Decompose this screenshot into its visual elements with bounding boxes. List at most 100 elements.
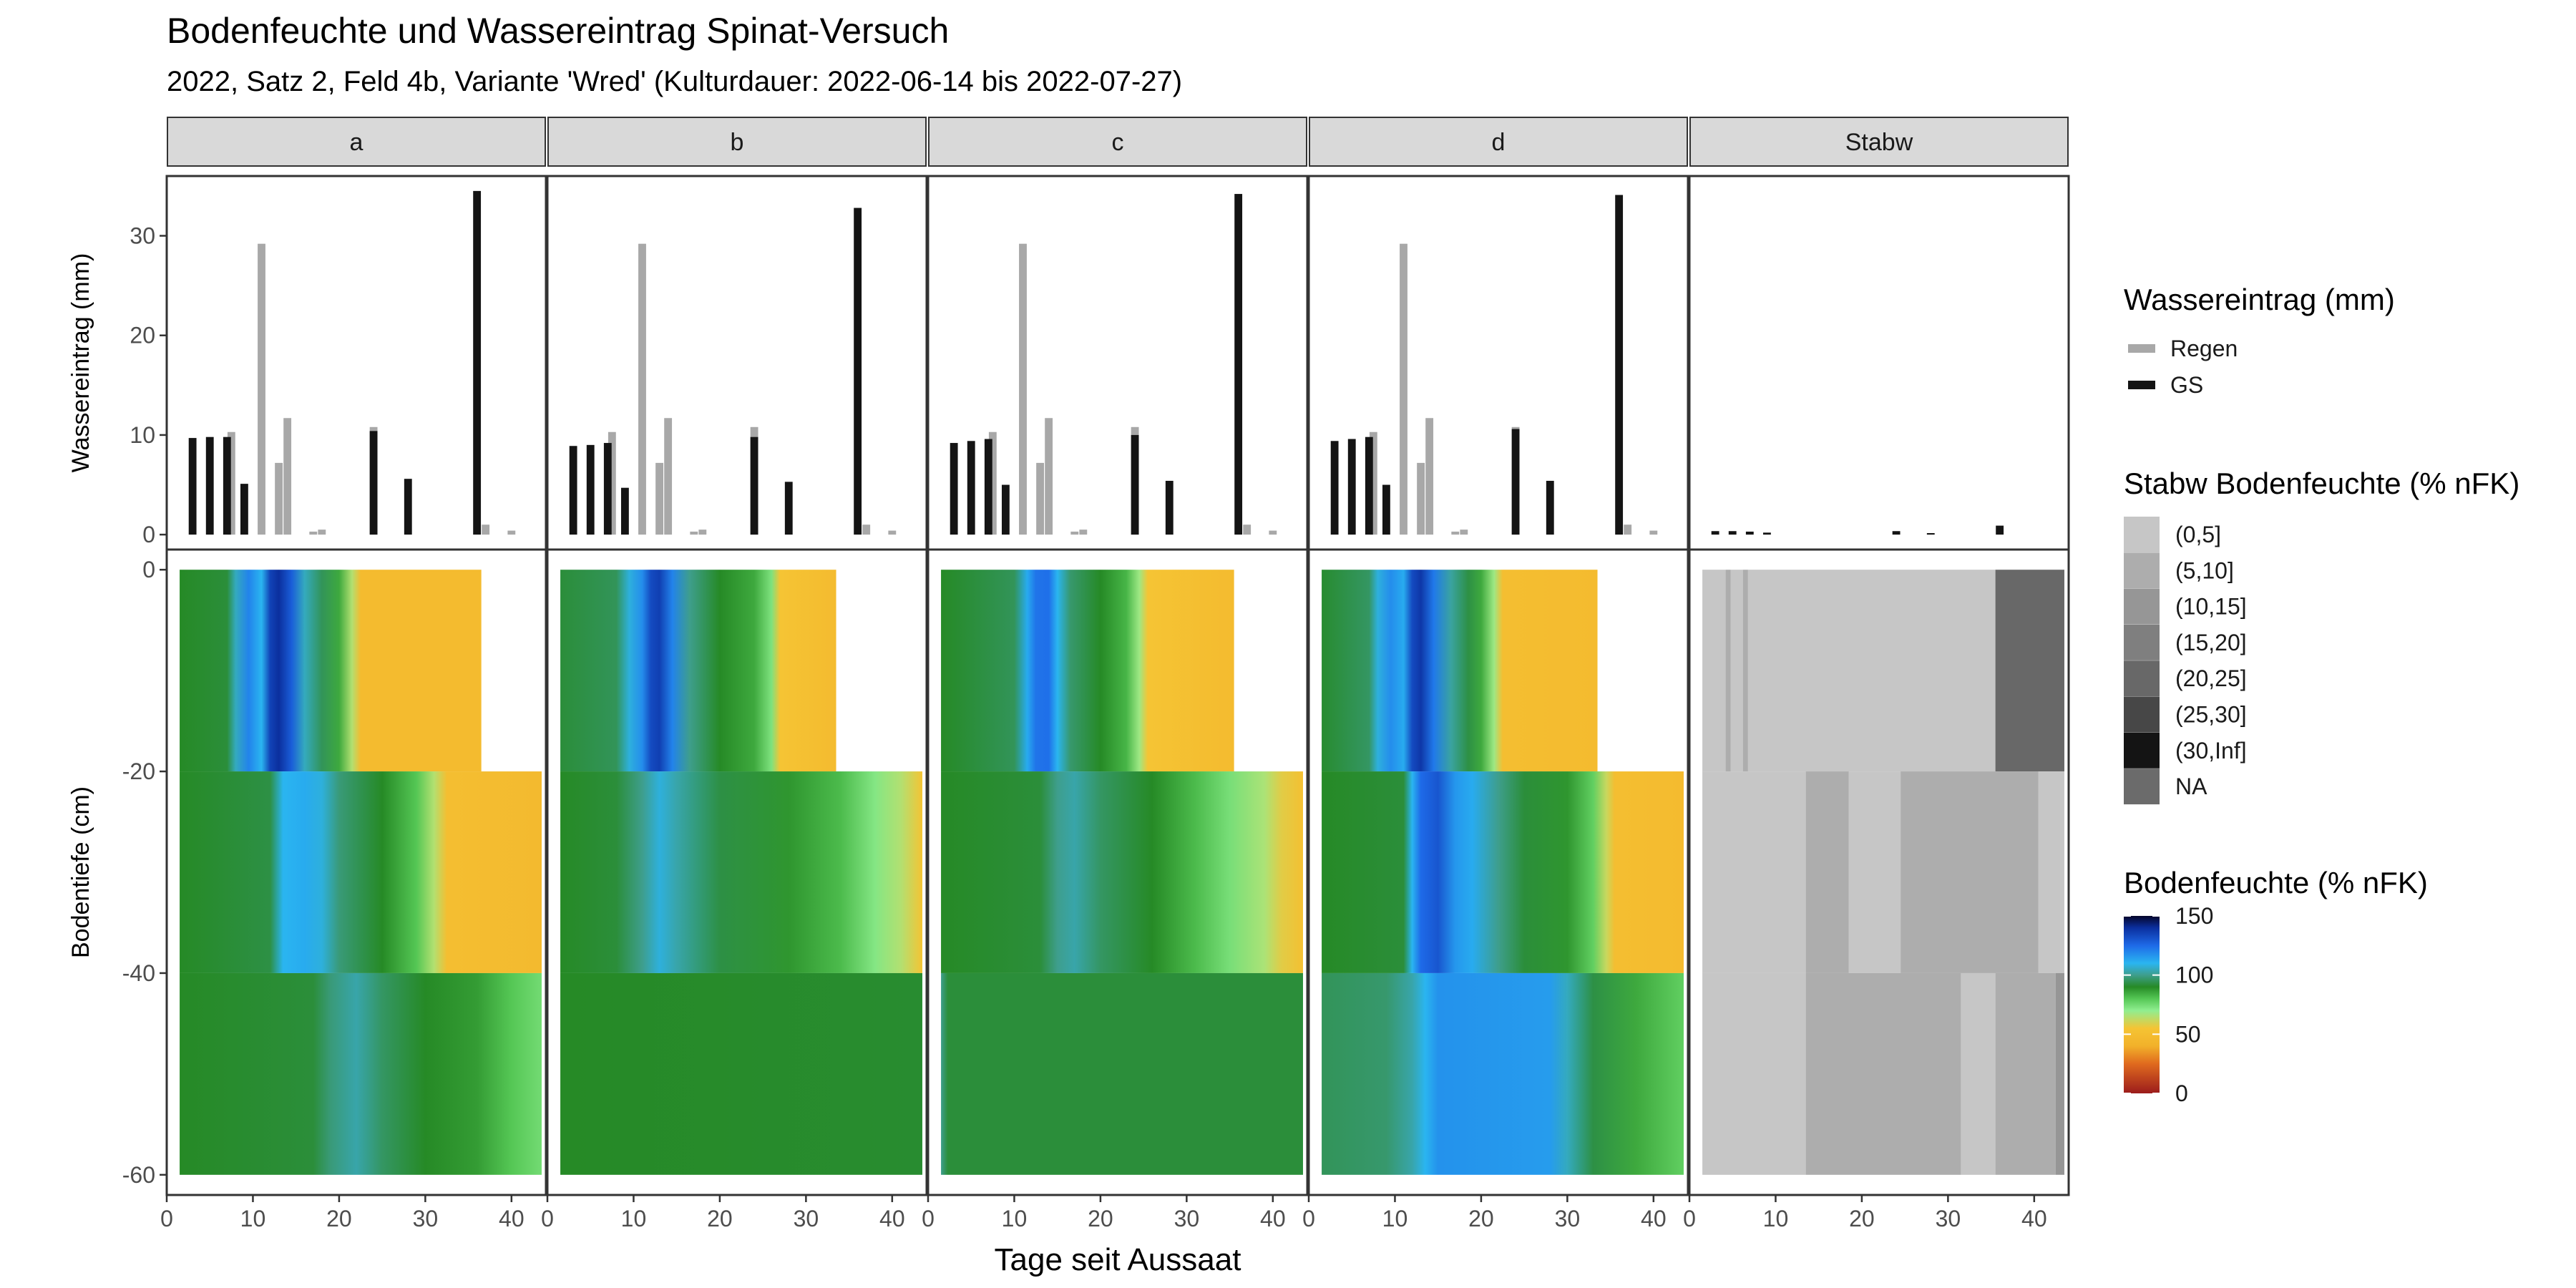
- stabw-tile: [1702, 570, 1726, 772]
- legend-label: (0,5]: [2175, 522, 2221, 547]
- legend-title: Wassereintrag (mm): [2124, 283, 2395, 316]
- rain-bar: [1079, 530, 1088, 535]
- rain-bar: [507, 530, 516, 535]
- moisture-layer: [560, 771, 922, 973]
- rain-bar: [1243, 525, 1252, 535]
- x-tick-label: 20: [326, 1206, 352, 1231]
- legend-key: [2124, 696, 2160, 733]
- legends: Wassereintrag (mm) Regen GS Stabw Bodenfeuc…: [2124, 283, 2519, 1106]
- bottom-panel-border: [546, 548, 928, 1196]
- facet-strip: [928, 117, 1307, 167]
- legend-key: [2124, 588, 2160, 625]
- gs-bar: [967, 441, 975, 535]
- moisture-layer: [1322, 771, 1684, 973]
- rain-bar: [1425, 418, 1434, 535]
- gs-bar: [1234, 194, 1243, 535]
- colorbar: [2124, 916, 2160, 1093]
- x-tick-label: 10: [1002, 1206, 1028, 1231]
- facet-strip-label: c: [1112, 129, 1124, 156]
- rain-bar: [1070, 531, 1079, 535]
- stabw-tile: [1995, 570, 2064, 772]
- gs-bar: [1762, 532, 1771, 535]
- stabw-tile: [1702, 771, 1806, 973]
- facet-strip-label: d: [1492, 129, 1506, 156]
- gs-bar: [1711, 531, 1719, 535]
- legend-key: [2128, 381, 2155, 389]
- moisture-layer: [560, 570, 836, 772]
- stabw-tile: [1805, 771, 1849, 973]
- x-tick-label: 30: [794, 1206, 819, 1231]
- gs-bar: [1926, 533, 1935, 535]
- rain-bar: [1460, 530, 1468, 535]
- stabw-tile: [1702, 972, 1806, 1175]
- gs-bar: [854, 208, 862, 535]
- y-tick-label: -20: [122, 758, 155, 784]
- gs-bar: [620, 487, 629, 535]
- moisture-layer: [1322, 972, 1684, 1175]
- moisture-layer: [180, 570, 482, 772]
- gs-bar: [1892, 531, 1901, 535]
- facet-strip-label: a: [350, 129, 364, 156]
- rain-bar: [1400, 243, 1407, 535]
- x-tick-label: 10: [621, 1206, 647, 1231]
- rain-bar: [1019, 243, 1027, 535]
- y-axes: 0 10 20 30 0 -20 -40 -60 Wassereintrag (mm) Boden…: [67, 223, 167, 1188]
- colorbar-label: 0: [2175, 1080, 2188, 1106]
- legend-label: Regen: [2170, 336, 2238, 361]
- legend-key: [2124, 769, 2160, 805]
- x-tick-label: 40: [2021, 1206, 2047, 1231]
- y-tick-label: 10: [130, 422, 155, 448]
- y-tick-label: -60: [122, 1162, 155, 1188]
- x-tick-label: 30: [1555, 1206, 1581, 1231]
- gs-bar: [473, 190, 482, 535]
- rain-bar: [309, 531, 318, 535]
- rain-bar: [318, 530, 326, 535]
- legend-label: (25,30]: [2175, 702, 2247, 728]
- rain-bar: [698, 530, 707, 535]
- x-axis-c: 0 10 20 30 40: [922, 1195, 1286, 1231]
- facet-panel-d: d: [1307, 117, 1689, 1196]
- rain-bar: [275, 462, 283, 535]
- colorbar-label: 150: [2175, 903, 2213, 929]
- legend-title: Bodenfeuchte (% nFK): [2124, 866, 2428, 899]
- facet-strip: [1309, 117, 1688, 167]
- stabw-tile: [1805, 972, 1961, 1175]
- rain-bar: [283, 418, 292, 535]
- stabw-tile: [1742, 570, 1748, 772]
- x-tick-label: 0: [541, 1206, 554, 1231]
- moisture-layer: [941, 570, 1234, 772]
- gs-bar: [404, 479, 412, 535]
- moisture-layer: [941, 972, 1303, 1175]
- x-tick-label: 0: [160, 1206, 173, 1231]
- legend-label: (20,25]: [2175, 665, 2247, 691]
- x-tick-label: 30: [413, 1206, 439, 1231]
- legend-title: Stabw Bodenfeuchte (% nFK): [2124, 467, 2519, 500]
- rain-bar: [227, 431, 235, 535]
- y-axis-title-bottom: Bodentiefe (cm): [67, 786, 94, 958]
- legend-key: [2124, 732, 2160, 769]
- rain-bar: [1369, 431, 1377, 535]
- rain-bar: [1269, 530, 1277, 535]
- x-tick-label: 20: [1088, 1206, 1113, 1231]
- facet-strip: [547, 117, 927, 167]
- legend-key: [2128, 344, 2155, 353]
- top-panel-background: [1689, 176, 2069, 550]
- facet-panels: a b c d Stabw: [165, 117, 2070, 1196]
- moisture-layer: [560, 972, 922, 1175]
- gs-bar: [950, 443, 958, 535]
- legend-key: [2124, 660, 2160, 697]
- gs-bar: [1728, 531, 1737, 535]
- x-tick-label: 20: [1468, 1206, 1494, 1231]
- y-tick-label: 0: [142, 557, 155, 582]
- x-tick-label: 0: [1683, 1206, 1696, 1231]
- gs-bar: [750, 436, 758, 535]
- facet-strip-label: b: [731, 129, 744, 156]
- facet-panel-c: c: [927, 117, 1309, 1196]
- rain-bar: [258, 243, 265, 535]
- stabw-tile: [1747, 570, 1996, 772]
- bottom-panel-border: [1307, 548, 1689, 1196]
- rain-bar: [1624, 525, 1632, 535]
- gs-bar: [188, 438, 197, 535]
- colorbar-label: 50: [2175, 1021, 2201, 1047]
